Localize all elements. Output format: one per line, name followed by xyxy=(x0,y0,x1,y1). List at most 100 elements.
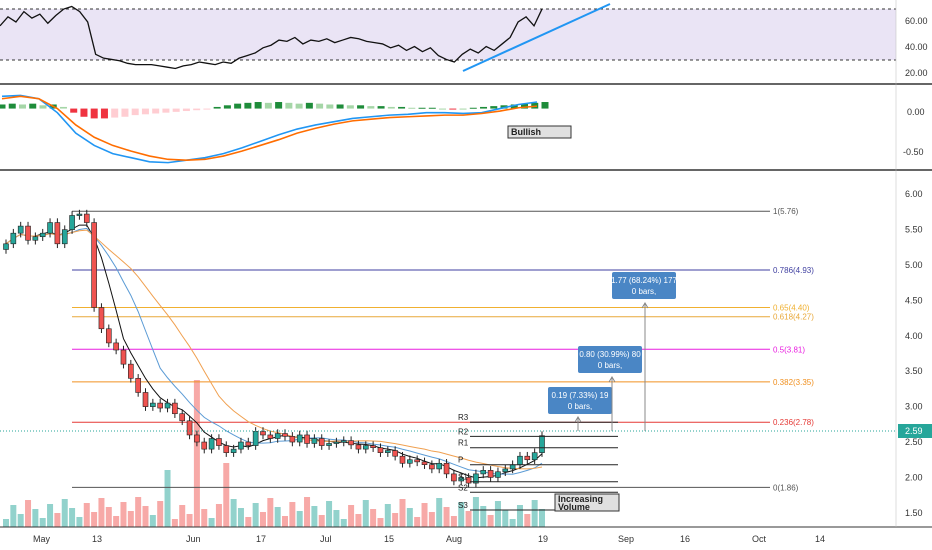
volume-bar xyxy=(25,500,32,527)
volume-bar xyxy=(494,501,501,527)
candle xyxy=(230,448,237,453)
macd-histogram-bar xyxy=(449,108,457,110)
target-label-box[interactable] xyxy=(548,387,612,414)
candle xyxy=(340,440,347,443)
candle xyxy=(399,455,406,464)
fib-level-label: 0(1.86) xyxy=(773,483,799,492)
macd-histogram-bar xyxy=(29,103,37,109)
candle xyxy=(524,455,531,461)
macd-histogram-bar xyxy=(510,104,518,109)
macd-histogram-bar xyxy=(8,103,16,109)
rsi-axis-label: 20.00 xyxy=(905,68,928,78)
volume-bar xyxy=(127,511,134,527)
fib-level-label: 0.786(4.93) xyxy=(773,266,814,275)
volume-bar xyxy=(450,516,457,527)
volume-bar xyxy=(69,508,76,527)
candle xyxy=(164,402,171,409)
macd-histogram-bar xyxy=(439,108,447,110)
candle xyxy=(216,438,222,446)
volume-bar xyxy=(531,500,538,527)
macd-histogram-bar xyxy=(111,108,119,118)
target-label-line2: 0 bars, xyxy=(568,402,592,411)
signal-line xyxy=(1,95,538,161)
volume-bar xyxy=(384,504,391,527)
fib-level-label: 1(5.76) xyxy=(773,207,799,216)
macd-histogram-bar xyxy=(223,105,231,109)
candle xyxy=(274,433,281,439)
target-arrowhead xyxy=(608,376,616,383)
target-label-line1: 0.19 (7.33%) 19 xyxy=(552,391,609,400)
time-axis-label: Oct xyxy=(752,534,767,544)
candle xyxy=(318,438,325,446)
volume-bar xyxy=(3,519,9,527)
macd-histogram-bar xyxy=(295,103,303,109)
macd-histogram-bar xyxy=(193,108,201,111)
macd-histogram-bar xyxy=(357,105,365,109)
macd-histogram-bar xyxy=(418,107,426,109)
target-label-box[interactable] xyxy=(578,346,642,373)
candle xyxy=(260,431,266,436)
candle xyxy=(502,468,509,473)
macd-histogram-bar xyxy=(18,104,26,109)
macd-histogram-bar xyxy=(152,108,160,114)
volume-label-line1: Increasing xyxy=(558,494,603,504)
candle xyxy=(531,452,538,461)
volume-bar xyxy=(10,505,17,527)
rsi-line xyxy=(0,5,543,70)
price-axis-label: 6.00 xyxy=(905,189,923,199)
target-label-line1: 0.80 (30.99%) 80 xyxy=(579,350,641,359)
volume-bar xyxy=(487,515,494,527)
candle xyxy=(54,222,61,245)
candle xyxy=(172,402,178,415)
volume-bar xyxy=(142,506,149,527)
candle xyxy=(370,445,376,449)
macd-histogram-bar xyxy=(346,105,354,109)
candle xyxy=(120,349,127,365)
target-label-box[interactable] xyxy=(612,272,676,299)
volume-bar xyxy=(135,497,142,527)
volume-bar xyxy=(98,498,105,527)
target-arrowhead xyxy=(574,416,582,423)
volume-bar xyxy=(76,517,83,527)
macd-histogram-bar xyxy=(459,108,467,110)
candle xyxy=(142,392,149,407)
volume-bars xyxy=(3,380,545,527)
macd-histogram-bar xyxy=(285,102,293,109)
time-axis-label: 14 xyxy=(815,534,825,544)
macd-histogram-bar xyxy=(203,108,211,110)
macd-histogram-bar xyxy=(244,102,252,109)
volume-bar xyxy=(414,517,421,527)
volume-bar xyxy=(480,506,487,527)
candle xyxy=(128,363,134,379)
candle xyxy=(47,222,53,234)
volume-bar xyxy=(443,507,450,527)
candle xyxy=(348,440,354,446)
candle xyxy=(414,459,420,463)
volume-bar xyxy=(186,514,193,527)
candle xyxy=(267,434,274,439)
pivot-label: S1 xyxy=(458,473,468,482)
fib-level-label: 0.236(2.78) xyxy=(773,418,814,427)
macd-histogram-bar xyxy=(90,108,98,119)
candle xyxy=(296,434,303,443)
volume-bar xyxy=(509,519,516,527)
candle xyxy=(451,473,457,482)
candle xyxy=(157,402,163,409)
candle xyxy=(495,471,501,478)
target-arrowhead xyxy=(641,302,649,309)
volume-bar xyxy=(179,505,186,527)
candle xyxy=(10,232,17,245)
fibonacci-retracement[interactable]: 1(5.76) 0.786(4.93) 0.65(4.40)0.618(4.27) 0… xyxy=(72,207,814,492)
candle xyxy=(355,444,362,450)
macd-histogram-bar xyxy=(121,108,129,117)
candle xyxy=(487,470,494,478)
volume-bar xyxy=(333,510,340,527)
rsi-trend-line[interactable] xyxy=(462,3,611,72)
volume-bar xyxy=(348,505,355,527)
volume-bar xyxy=(157,501,164,527)
volume-bar xyxy=(377,518,384,527)
volume-bar xyxy=(318,515,325,527)
time-axis-label: May xyxy=(33,534,51,544)
price-targets[interactable]: 0.19 (7.33%) 19 0 bars, 0.80 (30.99%) 80 0 … xyxy=(548,272,677,431)
